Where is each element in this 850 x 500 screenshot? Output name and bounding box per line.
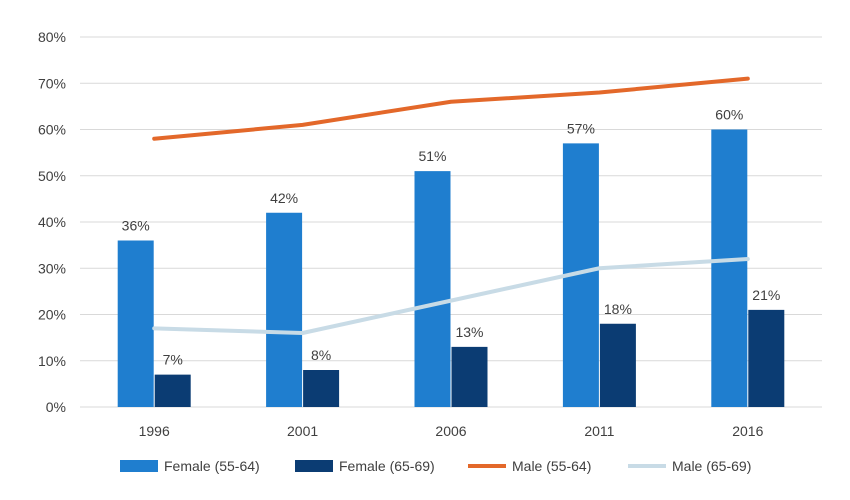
x-tick-label: 2006 [435, 423, 466, 439]
bar [117, 240, 154, 407]
bar [414, 171, 451, 407]
bar [154, 374, 191, 407]
series-line [152, 76, 750, 141]
legend: Female (55-64) Female (65-69) Male (55-64)… [120, 458, 751, 474]
y-tick-label: 40% [38, 214, 66, 230]
x-axis-ticks: 1996 2001 2006 2011 2016 [139, 423, 764, 439]
data-label: 42% [270, 190, 298, 206]
legend-swatch [295, 460, 333, 472]
bar [451, 346, 488, 407]
series-line [152, 257, 750, 335]
gridlines [80, 36, 822, 408]
data-label: 7% [163, 352, 183, 368]
y-axis-ticks: 0% 10% 20% 30% 40% 50% 60% 70% 80% [38, 29, 66, 415]
data-label: 60% [715, 107, 743, 123]
data-label: 57% [567, 120, 595, 136]
y-tick-label: 30% [38, 260, 66, 276]
bar [266, 212, 303, 407]
bar [748, 309, 785, 407]
bar [303, 370, 340, 407]
x-tick-label: 1996 [139, 423, 170, 439]
data-label: 51% [418, 148, 446, 164]
y-tick-label: 60% [38, 122, 66, 138]
data-label: 13% [455, 324, 483, 340]
data-labels: 36% 42% 51% 57% 60% 7% 8% 13% 18% 21% [122, 107, 781, 368]
y-tick-label: 20% [38, 307, 66, 323]
x-tick-label: 2001 [287, 423, 318, 439]
data-label: 36% [122, 218, 150, 234]
legend-label: Female (65-69) [339, 458, 435, 474]
legend-label: Female (55-64) [164, 458, 260, 474]
bar [711, 129, 748, 407]
lines [152, 76, 750, 335]
legend-label: Male (65-69) [672, 458, 751, 474]
data-label: 18% [604, 301, 632, 317]
legend-label: Male (55-64) [512, 458, 591, 474]
data-label: 8% [311, 347, 331, 363]
x-tick-label: 2011 [584, 423, 614, 439]
y-tick-label: 0% [46, 399, 66, 415]
y-tick-label: 10% [38, 353, 66, 369]
y-tick-label: 50% [38, 168, 66, 184]
x-tick-label: 2016 [732, 423, 763, 439]
y-tick-label: 80% [38, 29, 66, 45]
bar [599, 323, 636, 407]
y-tick-label: 70% [38, 75, 66, 91]
legend-swatch [120, 460, 158, 472]
bars [117, 129, 785, 407]
data-label: 21% [752, 287, 780, 303]
